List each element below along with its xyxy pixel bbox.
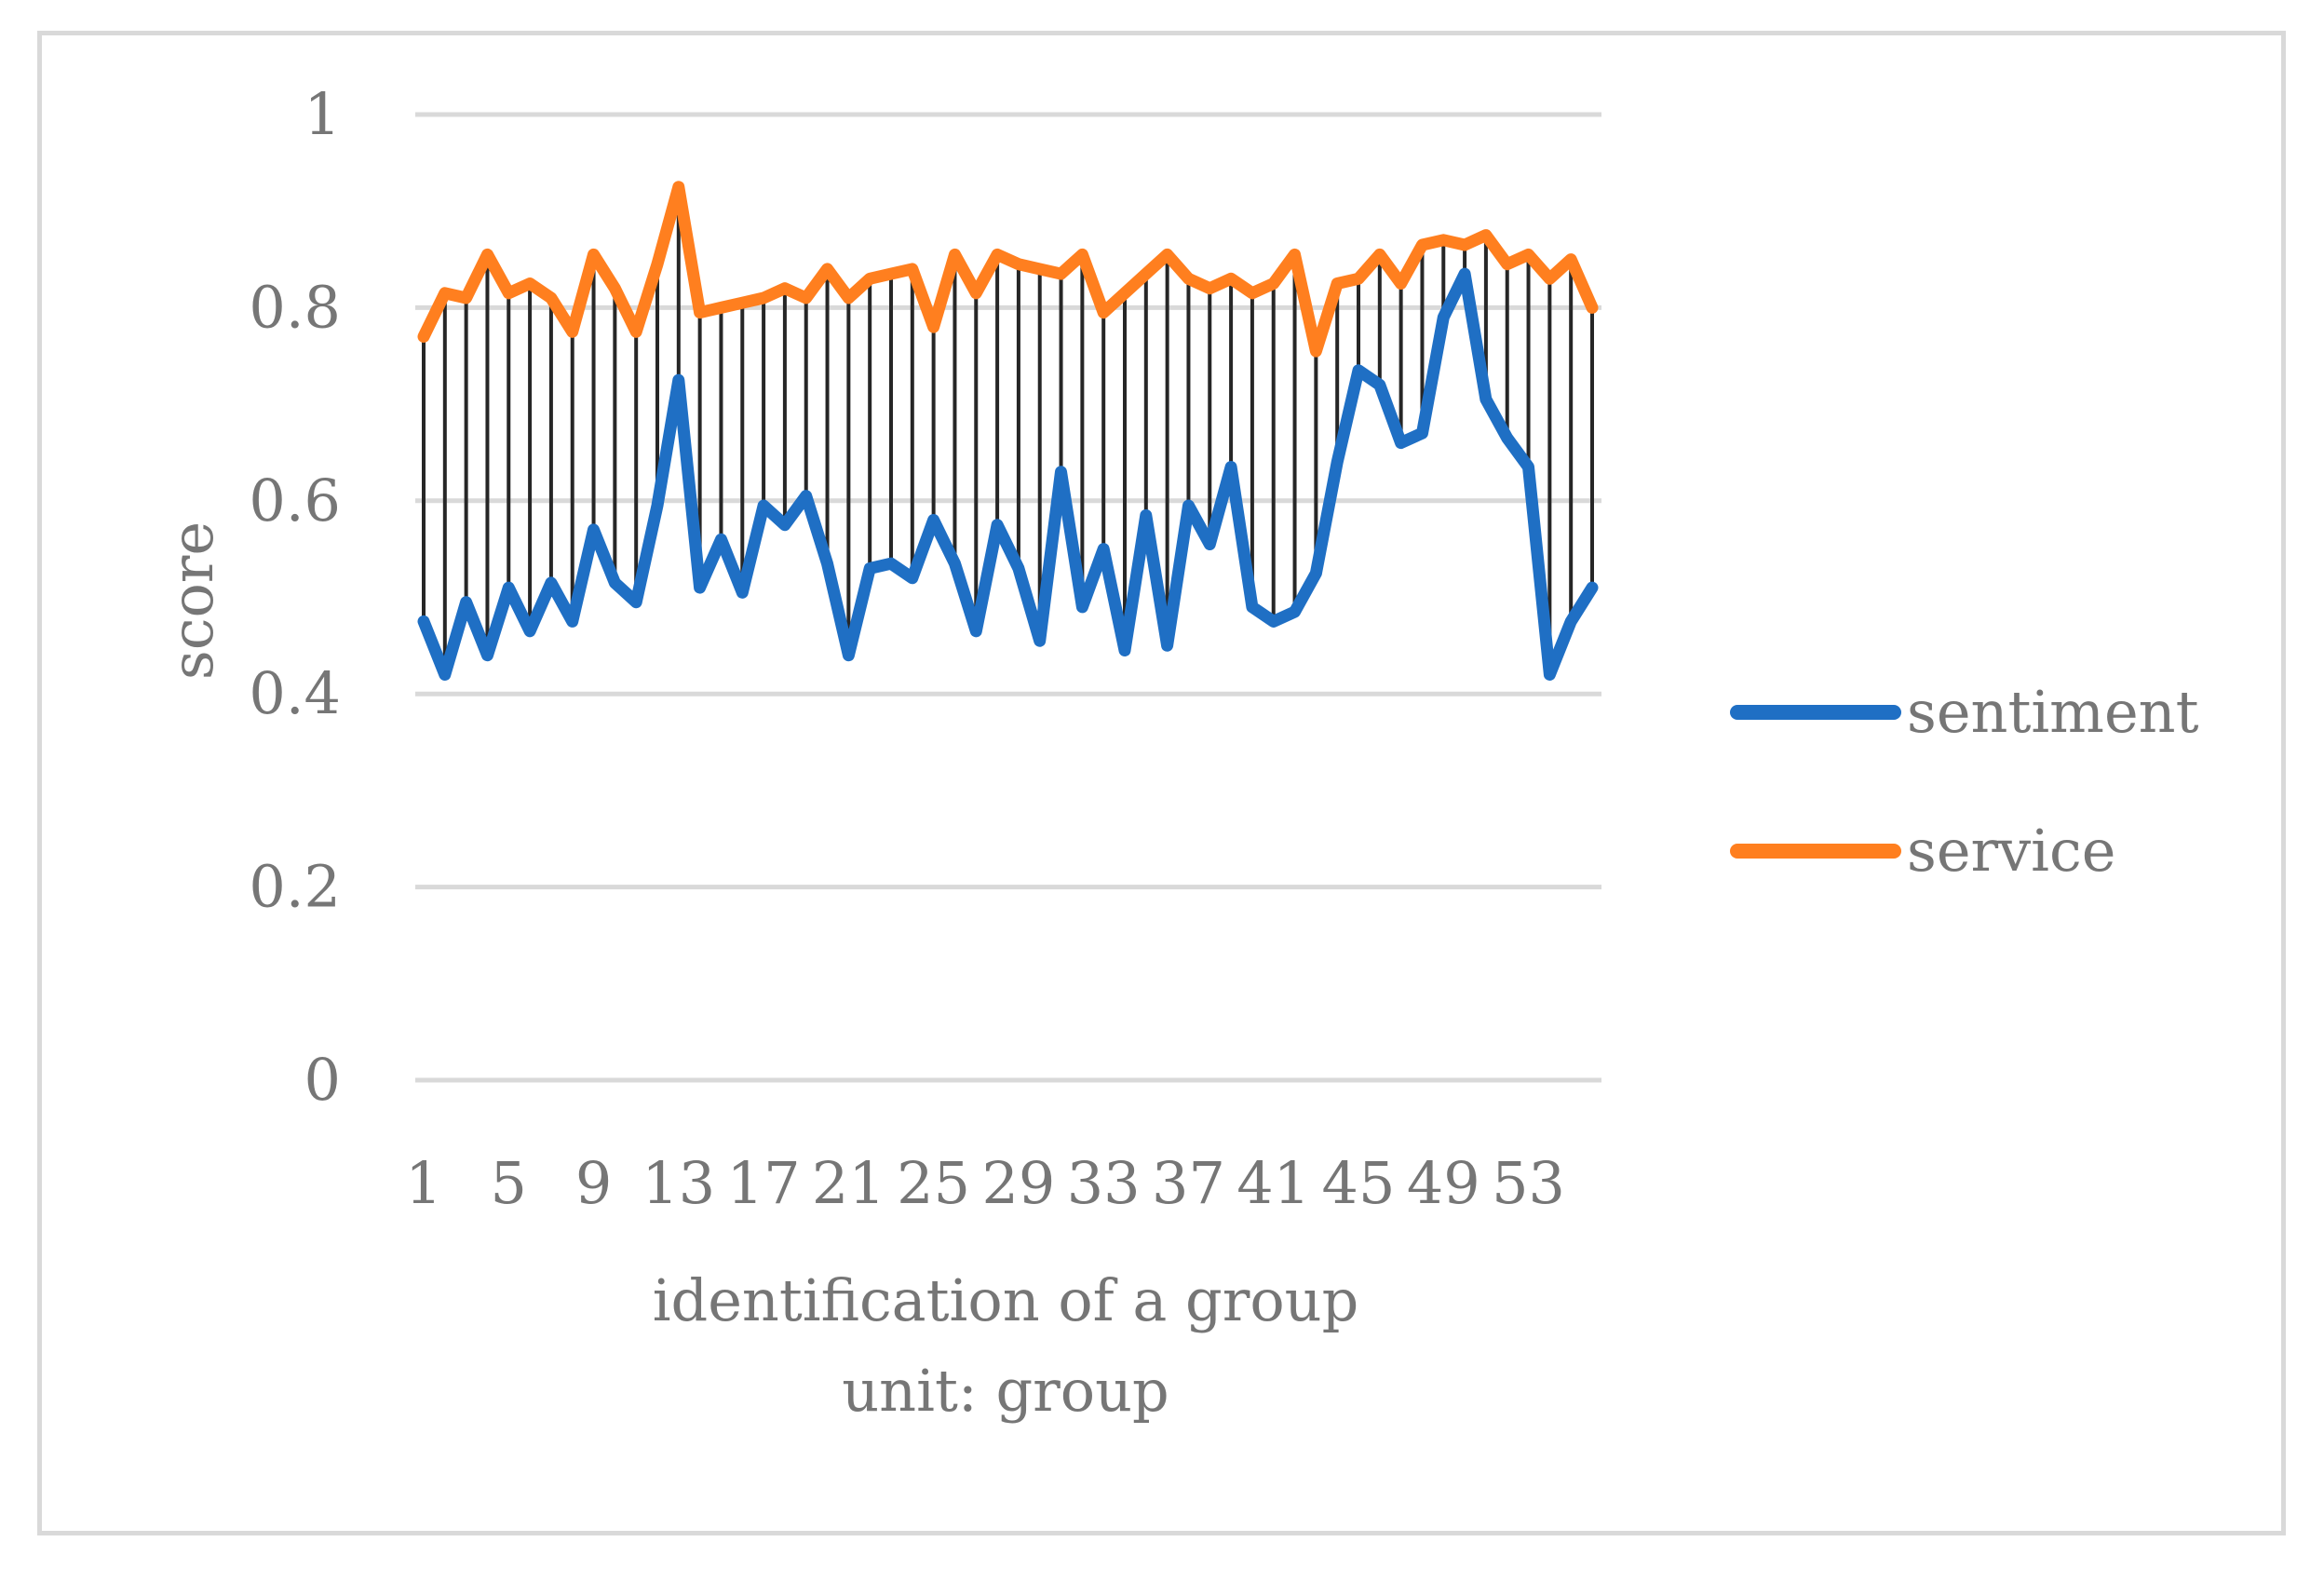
legend-label-service: service [1907, 817, 2115, 885]
x-axis-subtitle: unit: group [842, 1357, 1169, 1425]
x-tick-label: 5 [491, 1149, 527, 1217]
x-axis-title: identification of a group [653, 1266, 1359, 1334]
x-tick-label: 49 [1407, 1149, 1480, 1217]
y-tick-label: 0 [304, 1046, 341, 1114]
y-axis-title: score [158, 521, 226, 680]
series-line-sentiment [417, 267, 1599, 681]
x-tick-label: 41 [1236, 1149, 1310, 1217]
x-tick-label: 1 [405, 1149, 441, 1217]
x-tick-label: 33 [1067, 1149, 1141, 1217]
y-tick-label: 0.2 [249, 853, 341, 921]
legend: sentiment service [1730, 678, 2199, 885]
series-line-service [417, 181, 1599, 358]
series-lines [417, 181, 1599, 681]
y-tick-label: 0.6 [249, 467, 341, 534]
x-tick-label: 29 [981, 1149, 1055, 1217]
high-low-lines [422, 186, 1594, 675]
gridlines [415, 112, 1601, 1083]
y-tick-label: 0.4 [249, 659, 341, 727]
legend-label-sentiment: sentiment [1907, 678, 2199, 746]
x-tick-label: 17 [727, 1149, 801, 1217]
x-tick-label: 9 [575, 1149, 612, 1217]
chart-frame [37, 31, 2286, 1535]
y-tick-label: 0.8 [249, 273, 341, 341]
x-tick-label: 53 [1492, 1149, 1565, 1217]
x-tick-label: 21 [812, 1149, 885, 1217]
y-axis-ticks: 0 0.2 0.4 0.6 0.8 1 [249, 80, 341, 1114]
x-tick-label: 25 [897, 1149, 970, 1217]
x-axis-ticks: 1 5 9 13 17 21 25 29 33 37 41 45 49 53 [405, 1149, 1565, 1217]
y-tick-label: 1 [304, 80, 341, 148]
x-tick-label: 37 [1152, 1149, 1225, 1217]
x-tick-label: 13 [642, 1149, 715, 1217]
x-tick-label: 45 [1322, 1149, 1396, 1217]
